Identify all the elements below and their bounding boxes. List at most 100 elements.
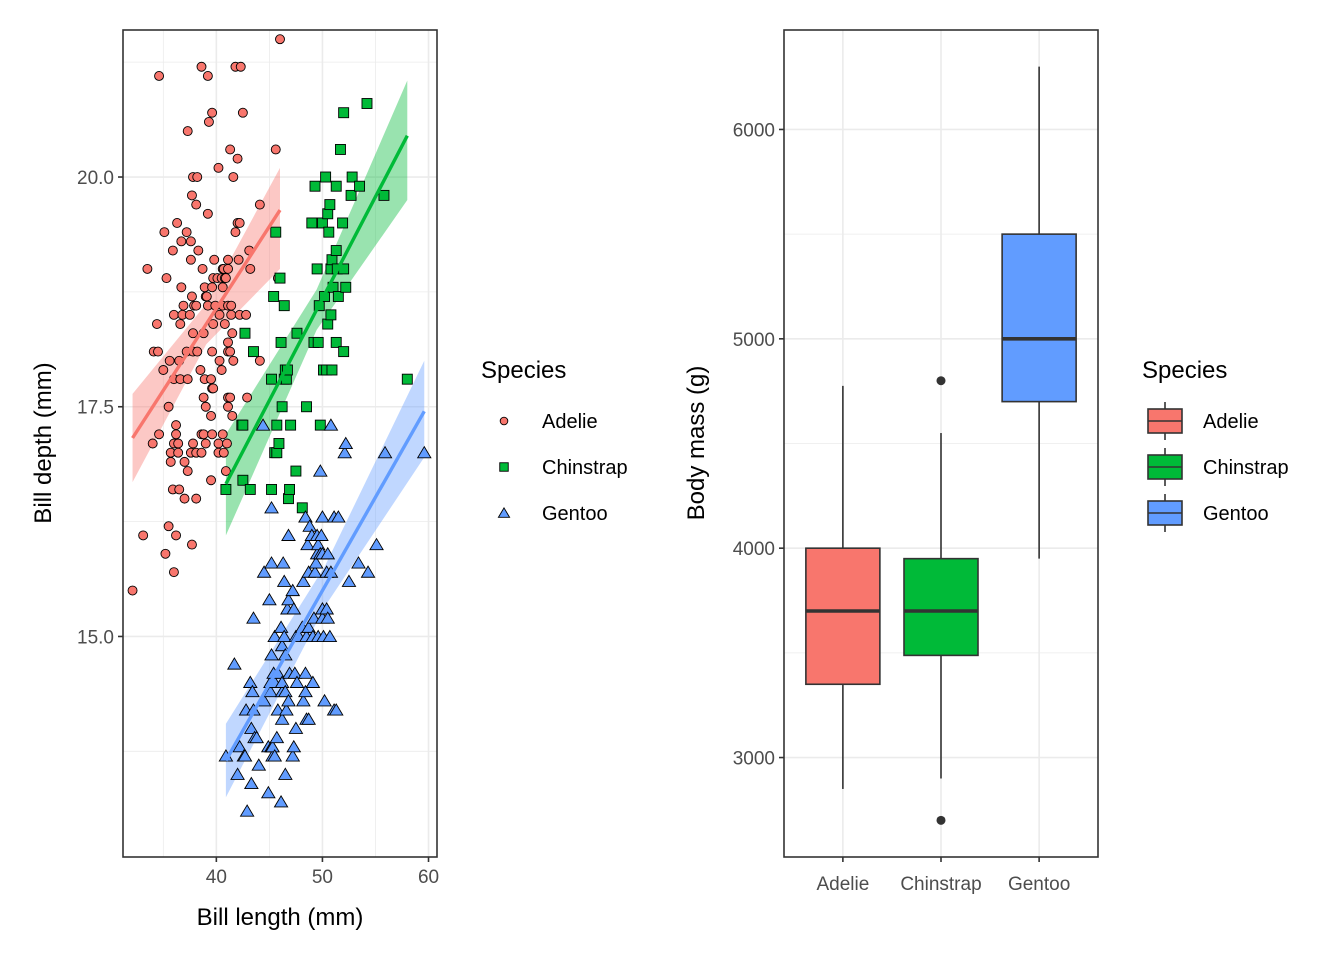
point-adelie (127, 585, 138, 596)
point-adelie (270, 144, 281, 155)
point-gentoo (255, 418, 271, 431)
point-gentoo (289, 675, 305, 688)
point-chinstrap (322, 208, 334, 220)
point-adelie (187, 539, 197, 550)
point-gentoo (310, 537, 326, 551)
point-adelie (254, 199, 265, 210)
point-gentoo (267, 629, 283, 643)
point-gentoo (281, 528, 296, 541)
point-gentoo (275, 556, 291, 569)
point-gentoo (287, 666, 303, 679)
point-adelie (187, 291, 197, 302)
point-gentoo (242, 675, 258, 688)
point-adelie (202, 70, 213, 81)
x-tick-label: Adelie (816, 874, 869, 895)
point-chinstrap (266, 483, 277, 495)
point-adelie (192, 172, 203, 182)
point-adelie (138, 530, 149, 541)
point-chinstrap (306, 217, 318, 229)
point-adelie (226, 309, 237, 320)
point-chinstrap (337, 217, 349, 229)
point-chinstrap (275, 336, 287, 348)
legend-label-chinstrap: Chinstrap (542, 457, 628, 479)
point-adelie (230, 227, 241, 238)
point-gentoo (243, 776, 259, 790)
point-chinstrap (312, 336, 324, 348)
point-adelie (208, 383, 219, 394)
point-adelie (182, 126, 193, 137)
point-adelie (164, 355, 175, 366)
point-adelie (154, 70, 165, 81)
point-adelie (242, 392, 253, 403)
outlier-point-chinstrap (936, 815, 946, 825)
point-adelie (233, 254, 244, 265)
point-gentoo (298, 510, 313, 523)
point-gentoo (351, 556, 366, 569)
point-adelie (142, 263, 153, 274)
point-gentoo (264, 556, 279, 569)
point-adelie (232, 153, 243, 164)
point-gentoo (337, 445, 353, 459)
y-tick-label: 4000 (733, 539, 775, 560)
point-gentoo (276, 629, 292, 643)
point-adelie (197, 263, 208, 274)
point-adelie (176, 236, 187, 247)
point-adelie (163, 401, 174, 412)
point-gentoo (285, 583, 301, 597)
point-gentoo (245, 684, 260, 698)
box-chinstrap (903, 557, 979, 657)
point-adelie (203, 116, 214, 127)
point-adelie (217, 282, 228, 293)
point-chinstrap (332, 291, 344, 302)
point-gentoo (246, 611, 261, 624)
point-chinstrap (244, 483, 256, 495)
point-adelie (213, 438, 224, 449)
point-adelie (198, 392, 209, 403)
point-chinstrap (248, 346, 259, 358)
point-adelie (241, 309, 252, 320)
boxplot-y-axis-title: Body mass (g) (683, 366, 710, 521)
outlier-point-chinstrap (936, 376, 946, 386)
point-adelie (187, 190, 197, 201)
point-chinstrap (340, 281, 352, 293)
point-adelie (234, 218, 245, 228)
point-adelie (193, 245, 204, 256)
point-chinstrap (401, 373, 413, 385)
point-adelie (275, 34, 285, 45)
point-adelie (227, 328, 238, 339)
point-chinstrap (276, 401, 288, 413)
point-gentoo (278, 703, 294, 716)
confidence-band-gentoo (225, 360, 425, 798)
point-chinstrap (324, 199, 336, 211)
point-gentoo (274, 712, 290, 725)
point-gentoo (273, 620, 289, 633)
point-chinstrap (301, 401, 312, 413)
boxplot-legend: Species Adelie Chinstrap Gentoo (1142, 357, 1289, 532)
point-chinstrap (284, 483, 295, 495)
point-adelie (228, 355, 239, 366)
point-adelie (185, 254, 196, 265)
point-adelie (174, 484, 185, 495)
point-adelie (182, 466, 193, 477)
point-chinstrap (237, 474, 249, 486)
point-chinstrap (283, 493, 294, 505)
point-adelie (176, 282, 187, 293)
point-gentoo (330, 510, 346, 523)
y-tick-label: 5000 (733, 330, 775, 351)
scatter-y-axis-title: Bill depth (mm) (30, 362, 57, 523)
point-adelie (207, 429, 218, 440)
point-gentoo (298, 684, 313, 698)
legend-key-chinstrap (499, 462, 509, 472)
scatter-legend: Species Adelie Chinstrap Gentoo (481, 357, 628, 525)
point-gentoo (286, 739, 302, 753)
point-adelie (201, 291, 212, 302)
point-gentoo (230, 767, 245, 780)
point-gentoo (295, 693, 311, 707)
point-adelie (223, 337, 233, 348)
point-adelie (222, 438, 232, 449)
point-gentoo (328, 703, 344, 716)
point-adelie (191, 493, 202, 504)
point-adelie (217, 429, 228, 440)
point-adelie (237, 107, 248, 118)
point-adelie (182, 374, 193, 385)
